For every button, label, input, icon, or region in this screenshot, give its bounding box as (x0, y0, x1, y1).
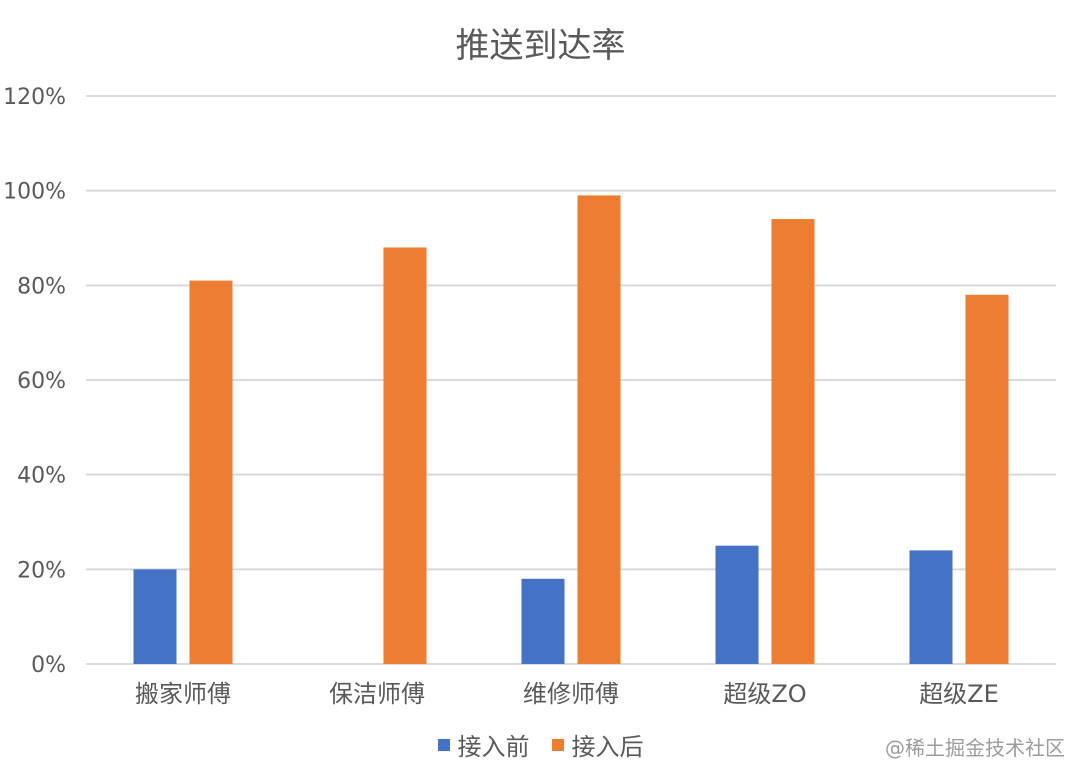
bar-1-2 (577, 195, 621, 664)
y-tick-label: 40% (17, 464, 66, 489)
legend-label-before: 接入前 (457, 733, 530, 761)
x-category-label: 超级ZO (723, 680, 806, 708)
y-tick-label: 120% (3, 85, 66, 110)
y-tick-label: 100% (3, 180, 66, 205)
legend-item-before: 接入前 (437, 727, 530, 762)
bar-0-3 (715, 545, 759, 664)
x-category-label: 维修师傅 (523, 680, 619, 708)
bar-1-3 (771, 219, 815, 665)
watermark: @稀土掘金技术社区 (885, 736, 1065, 760)
labels-layer: 搬家师傅 保洁师傅 维修师傅 超级ZO 超级ZE (135, 680, 999, 708)
bars-layer (133, 195, 1009, 665)
legend: 接入前 接入后 (0, 727, 1081, 762)
legend-swatch-before (437, 738, 450, 751)
bar-1-0 (189, 280, 233, 664)
x-category-label: 搬家师傅 (135, 680, 231, 708)
chart-title: 推送到达率 (455, 26, 626, 66)
x-category-label: 超级ZE (919, 680, 999, 708)
bar-0-2 (521, 578, 565, 664)
grid-layer (86, 95, 1056, 665)
legend-swatch-after (551, 738, 564, 751)
axis-layer: 0% 20% 40% 60% 80% 100% 120% (3, 85, 66, 678)
y-tick-label: 0% (31, 653, 66, 678)
bar-0-0 (133, 569, 177, 664)
bar-1-4 (965, 294, 1009, 664)
y-tick-label: 60% (17, 369, 66, 394)
y-tick-label: 20% (17, 558, 66, 583)
legend-item-after: 接入后 (551, 727, 644, 762)
bar-1-1 (383, 247, 427, 664)
bar-0-4 (909, 550, 953, 664)
legend-label-after: 接入后 (571, 733, 644, 761)
y-tick-label: 80% (17, 274, 66, 299)
x-category-label: 保洁师傅 (329, 680, 425, 708)
